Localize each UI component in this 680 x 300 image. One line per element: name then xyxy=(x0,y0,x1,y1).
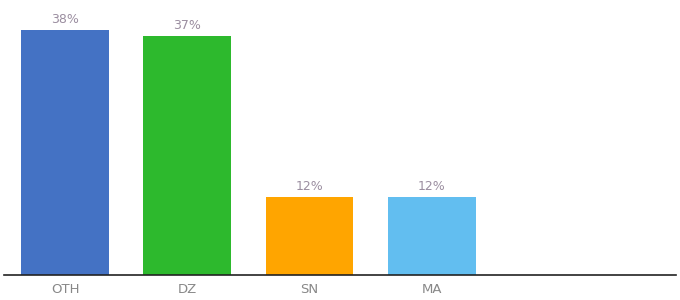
Text: 12%: 12% xyxy=(296,180,324,194)
Bar xyxy=(265,197,354,274)
Text: 38%: 38% xyxy=(51,13,79,26)
Bar xyxy=(388,197,475,274)
Bar xyxy=(143,36,231,274)
Bar xyxy=(21,30,109,274)
Text: 12%: 12% xyxy=(418,180,445,194)
Text: 37%: 37% xyxy=(173,20,201,32)
